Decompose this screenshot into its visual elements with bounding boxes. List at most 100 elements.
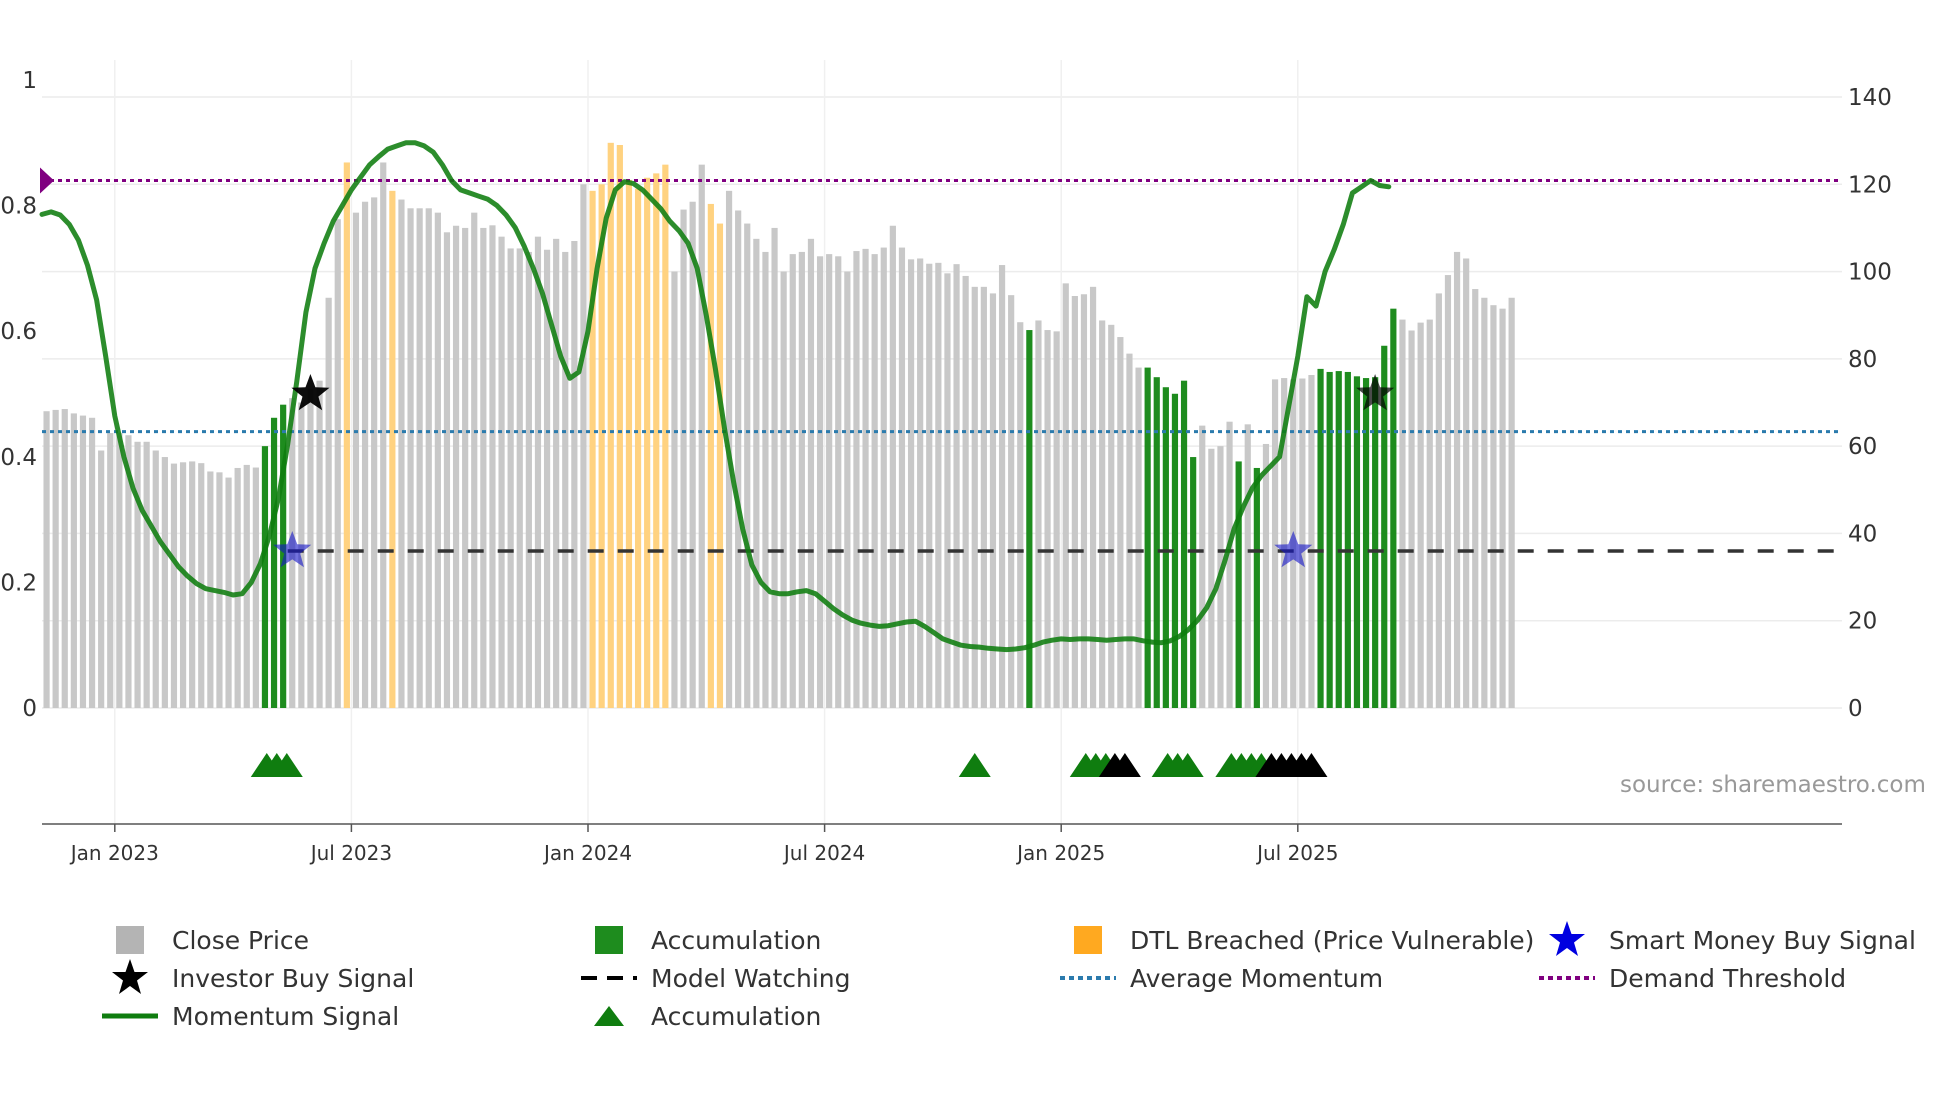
price-bar — [944, 273, 951, 708]
price-bar — [425, 208, 432, 709]
price-bar — [1308, 375, 1315, 708]
price-bar — [52, 409, 59, 708]
accumulation-bar — [1326, 371, 1333, 708]
price-bar — [1490, 305, 1497, 708]
price-bar — [571, 241, 578, 708]
price-bar — [1017, 322, 1024, 708]
price-bar — [826, 254, 833, 709]
accumulation-bar — [1372, 377, 1379, 708]
dtl-breached-bar — [616, 145, 623, 708]
x-tick-label: Jul 2023 — [309, 841, 392, 865]
price-bar — [880, 247, 887, 708]
dtl-breached-bar — [707, 203, 714, 708]
price-bar — [507, 248, 514, 708]
y-right-tick-label: 60 — [1848, 434, 1877, 460]
investor-buy-star — [1356, 374, 1395, 411]
dtl-breached-bar — [662, 164, 669, 708]
price-bar — [1089, 286, 1097, 708]
dtl-breached-bar — [343, 162, 350, 708]
price-bar — [189, 461, 196, 708]
price-bar — [1299, 378, 1306, 708]
price-bar — [134, 441, 141, 708]
price-bar — [580, 184, 587, 709]
price-bar — [1435, 293, 1442, 708]
price-bar — [543, 249, 551, 708]
price-bar — [516, 248, 523, 708]
price-bar — [680, 209, 687, 708]
price-bar — [816, 256, 824, 708]
y-right-tick-label: 140 — [1848, 85, 1892, 111]
price-bar — [98, 450, 105, 708]
price-bar — [1463, 258, 1470, 708]
lines-layer — [39, 140, 1842, 653]
price-bar — [1044, 330, 1051, 708]
price-bar — [489, 225, 496, 708]
price-bar — [107, 433, 114, 708]
price-bar — [962, 275, 969, 708]
y-right-tick-label: 40 — [1848, 521, 1877, 547]
price-bar — [1126, 353, 1133, 708]
smart-money-star — [1274, 531, 1313, 568]
price-bar — [935, 262, 942, 708]
price-bar — [898, 247, 906, 708]
accumulation-bar — [1180, 380, 1188, 708]
price-bar — [88, 417, 96, 708]
price-bar — [252, 467, 259, 708]
price-bar — [744, 223, 751, 708]
price-bar — [1472, 289, 1479, 708]
y-right-tick-label: 80 — [1848, 347, 1877, 373]
price-bar — [1053, 331, 1060, 708]
price-bar — [671, 271, 678, 708]
price-bar — [1117, 337, 1124, 708]
price-bar — [1281, 378, 1288, 708]
accumulation-bar — [1190, 457, 1197, 708]
accumulation-bar — [1153, 377, 1160, 708]
price-bar — [143, 441, 150, 708]
dtl-breached-bar — [653, 173, 660, 709]
price-bar — [1444, 275, 1452, 708]
price-bar — [798, 251, 805, 708]
x-tick-label: Jul 2024 — [782, 841, 865, 865]
dtl-breached-bar — [634, 188, 642, 708]
price-bar — [1417, 322, 1424, 708]
price-bar — [1008, 295, 1015, 708]
price-bar — [498, 236, 505, 708]
y-left-tick-label: 0 — [22, 696, 37, 722]
price-bar — [152, 450, 159, 708]
price-bar — [1035, 320, 1042, 708]
dtl-breached-bar — [589, 190, 596, 708]
price-bar — [352, 212, 360, 708]
price-bar — [789, 254, 796, 709]
x-tick-label: Jan 2023 — [69, 841, 159, 865]
price-bar — [780, 271, 787, 708]
accumulation-bar — [1344, 371, 1351, 708]
price-bar — [43, 411, 50, 708]
accumulation-bar — [1235, 461, 1242, 708]
price-bar — [735, 210, 742, 708]
investor-buy-star — [291, 374, 330, 411]
axes-layer: Jan 2023 Jul 2023 Jan 2024 Jul 2024 Jan 2025… — [0, 68, 1891, 865]
accumulation-triangle — [1108, 753, 1141, 777]
price-bar — [1226, 421, 1233, 708]
price-bar — [334, 219, 341, 708]
y-left-tick-label: 1 — [22, 68, 37, 94]
price-bar — [170, 463, 178, 708]
price-bar — [234, 467, 241, 708]
price-bar — [1481, 297, 1488, 708]
price-bar — [70, 413, 77, 708]
accumulation-bar — [1390, 308, 1397, 708]
dtl-breached-bar — [644, 177, 651, 709]
markers-layer — [250, 374, 1395, 777]
y-right-tick-label: 20 — [1848, 609, 1877, 635]
dtl-breached-bar — [598, 184, 605, 709]
price-bar — [298, 402, 305, 708]
price-bar — [407, 208, 414, 709]
price-bar — [471, 212, 478, 708]
bars-layer — [43, 142, 1515, 709]
accumulation-bar — [1335, 371, 1342, 708]
price-bar — [753, 238, 760, 708]
x-tick-label: Jul 2025 — [1255, 841, 1338, 865]
price-bar — [1453, 251, 1461, 708]
price-bar — [1499, 308, 1506, 708]
